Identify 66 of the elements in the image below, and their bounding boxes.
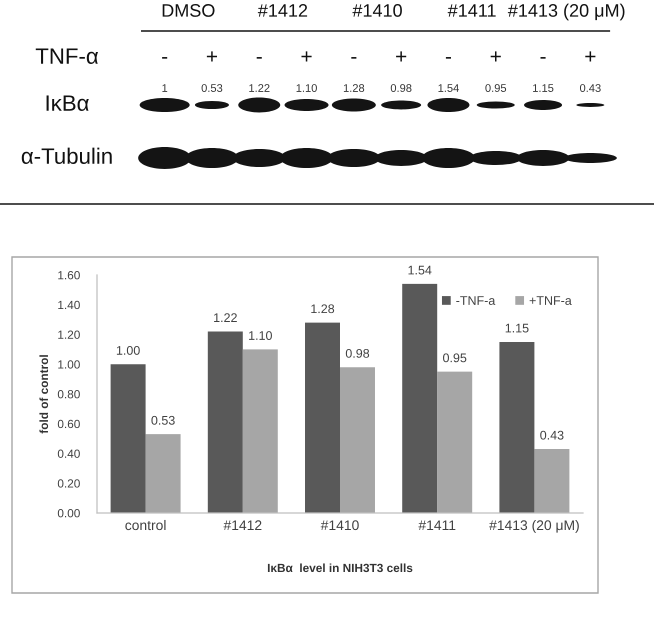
data-label: 1.22 bbox=[249, 84, 270, 92]
text: α-Tubulin bbox=[22, 148, 112, 164]
y-tick-label: 1.40 bbox=[58, 300, 80, 310]
data-label: 0.43 bbox=[580, 84, 601, 92]
category-label: #1410 bbox=[352, 4, 402, 17]
text: - bbox=[446, 57, 451, 59]
text: TNF-α bbox=[36, 48, 98, 64]
bar bbox=[208, 332, 243, 513]
category-label: DMSO bbox=[162, 4, 215, 17]
x-tick-label: #1412 bbox=[224, 520, 262, 530]
text: - bbox=[540, 57, 546, 59]
x-tick-label: control bbox=[125, 520, 166, 530]
y-tick-label: 0.40 bbox=[58, 450, 80, 458]
data-label: 0.98 bbox=[346, 348, 370, 358]
data-label: 1.00 bbox=[116, 346, 140, 355]
y-tick-label: 1.00 bbox=[58, 360, 80, 369]
data-label: 1.15 bbox=[533, 84, 554, 92]
y-tick-label: 1.60 bbox=[58, 271, 80, 280]
x-axis-title: IκBα level in NIH3T3 cells bbox=[268, 563, 412, 572]
text: - bbox=[351, 57, 356, 59]
data-label: 1.54 bbox=[408, 266, 432, 275]
data-label: 0.53 bbox=[151, 416, 175, 425]
bar bbox=[146, 434, 181, 513]
bar bbox=[534, 449, 570, 513]
text: + bbox=[206, 51, 218, 62]
text: + bbox=[490, 51, 501, 62]
bar bbox=[437, 372, 472, 513]
y-tick-label: 0.60 bbox=[58, 420, 80, 428]
data-label: 1.22 bbox=[214, 313, 237, 322]
bar bbox=[402, 284, 438, 513]
bar bbox=[340, 367, 375, 513]
bar bbox=[499, 342, 534, 513]
text: + bbox=[396, 51, 406, 62]
data-label: 1.28 bbox=[311, 304, 334, 314]
y-tick-label: 0.20 bbox=[58, 479, 80, 488]
data-label: 0.98 bbox=[390, 84, 412, 92]
category-label: #1412 bbox=[258, 4, 308, 17]
data-label: 0.43 bbox=[540, 430, 564, 440]
legend-label: -TNF-a bbox=[456, 296, 496, 305]
y-axis-title: fold of control bbox=[39, 355, 48, 434]
data-label: 0.53 bbox=[202, 84, 222, 92]
data-label: 1.15 bbox=[506, 324, 529, 333]
data-label: 1 bbox=[162, 84, 168, 92]
x-tick-label: #1413 (20 μM) bbox=[489, 520, 579, 533]
bar bbox=[242, 349, 278, 513]
x-tick-label: #1410 bbox=[320, 520, 359, 530]
category-label: #1411 bbox=[448, 4, 496, 17]
legend-label: +TNF-a bbox=[530, 296, 572, 305]
data-label: 1.10 bbox=[249, 331, 272, 340]
data-label: 0.95 bbox=[485, 84, 506, 92]
y-tick-label: 1.20 bbox=[58, 330, 80, 339]
bar bbox=[305, 322, 340, 513]
category-label: #1413 (20 μM) bbox=[508, 4, 624, 20]
text: + bbox=[585, 51, 596, 62]
y-tick-label: 0.00 bbox=[58, 509, 80, 518]
y-tick-label: 0.80 bbox=[58, 390, 80, 398]
text: + bbox=[301, 51, 312, 62]
text: IκBα bbox=[46, 95, 89, 111]
data-label: 0.95 bbox=[443, 353, 466, 362]
text: - bbox=[256, 57, 262, 59]
x-tick-label: #1411 bbox=[418, 520, 456, 530]
data-label: 1.28 bbox=[344, 84, 364, 92]
bar bbox=[110, 364, 146, 513]
data-label: 1.54 bbox=[438, 84, 459, 92]
data-label: 1.10 bbox=[296, 84, 317, 92]
text: - bbox=[162, 57, 168, 59]
